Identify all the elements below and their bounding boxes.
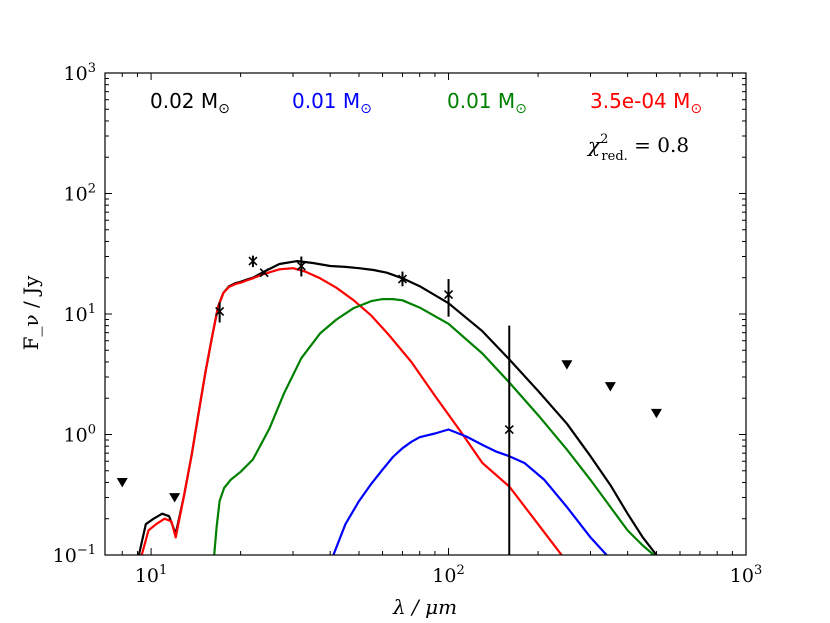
mass-label: 0.01 M⊙ — [292, 89, 372, 117]
plot-area — [116, 255, 662, 555]
x-tick-label: 103 — [730, 563, 762, 587]
y-tick-label: 101 — [64, 302, 96, 326]
tick-base: 10 — [53, 545, 77, 567]
data-point-marker — [259, 268, 269, 278]
mass-label: 0.02 M⊙ — [150, 89, 230, 117]
mass-value: 0.02 M — [150, 89, 218, 113]
tick-base: 10 — [64, 184, 88, 206]
data-point-marker — [504, 424, 514, 435]
tick-base: 10 — [432, 565, 456, 587]
series-line-red — [140, 267, 563, 555]
tick-exponent: 0 — [88, 423, 96, 438]
tick-exponent: 2 — [88, 182, 96, 197]
tick-base: 10 — [64, 304, 88, 326]
tick-base: 10 — [730, 565, 754, 587]
tick-exponent: 1 — [159, 563, 167, 578]
mass-label: 3.5e-04 M⊙ — [590, 89, 702, 117]
chi2-sub: red. — [601, 149, 627, 164]
tick-base: 10 — [64, 63, 88, 85]
solar-mass-icon: ⊙ — [690, 101, 702, 117]
upper-limit-marker — [604, 382, 616, 392]
x-tick-label: 102 — [432, 563, 464, 587]
series-line-green — [213, 298, 655, 555]
tick-base: 10 — [135, 565, 159, 587]
x-tick-label: 101 — [135, 563, 167, 587]
solar-mass-icon: ⊙ — [218, 101, 230, 117]
data-point-marker — [296, 261, 306, 271]
data-point-marker — [248, 256, 258, 266]
series-line-blue — [332, 428, 608, 555]
mass-labels: 0.02 M⊙ 0.01 M⊙ 0.01 M⊙ 3.5e-04 M⊙ — [150, 89, 702, 117]
y-tick-label: 10−1 — [53, 543, 96, 567]
tick-exponent: 1 — [88, 302, 96, 317]
solar-mass-icon: ⊙ — [360, 101, 372, 117]
tick-base: 10 — [64, 425, 88, 447]
upper-limit-marker — [169, 493, 181, 503]
chi2-symbol: χ — [586, 133, 602, 157]
y-tick-label: 100 — [64, 423, 96, 447]
series-line-total — [137, 260, 658, 555]
chi2-value: = 0.8 — [628, 133, 689, 157]
y-tick-label: 103 — [64, 61, 96, 85]
upper-limit-marker — [561, 360, 573, 370]
upper-limit-marker — [650, 408, 662, 419]
tick-exponent: 3 — [754, 563, 762, 578]
data-point-marker — [397, 274, 408, 284]
mass-value: 0.01 M — [447, 89, 515, 113]
data-point-marker — [215, 306, 225, 317]
mass-value: 3.5e-04 M — [590, 89, 690, 113]
tick-exponent: 2 — [456, 563, 464, 578]
y-axis-label: F_ν / Jy — [19, 275, 43, 351]
data-point-marker — [443, 289, 454, 300]
tick-exponent: −1 — [77, 543, 96, 558]
upper-limit-marker — [116, 478, 128, 488]
mass-value: 0.01 M — [292, 89, 360, 113]
solar-mass-icon: ⊙ — [515, 101, 527, 117]
x-axis-label: λ / μm — [392, 595, 457, 619]
chi2-label: χ2 red. = 0.8 — [586, 132, 689, 164]
chi2-sup: 2 — [600, 132, 608, 147]
tick-exponent: 3 — [88, 61, 96, 76]
mass-label: 0.01 M⊙ — [447, 89, 527, 117]
y-tick-label: 102 — [64, 182, 96, 206]
